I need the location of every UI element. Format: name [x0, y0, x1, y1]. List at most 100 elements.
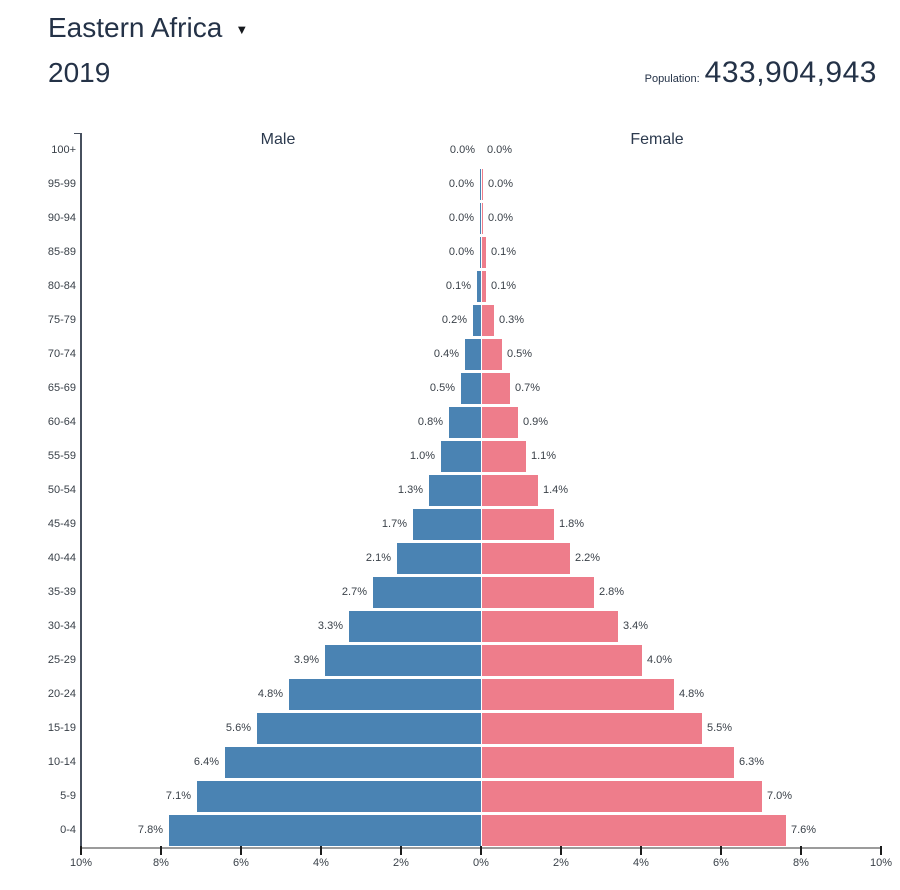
male-bar[interactable]: [428, 475, 481, 506]
age-group-label: 80-84: [47, 280, 76, 292]
female-value-label: 3.4%: [623, 620, 649, 632]
male-value-label: 0.0%: [448, 178, 474, 190]
female-value-label: 0.0%: [487, 144, 513, 156]
female-bar[interactable]: [481, 577, 594, 608]
female-value-label: 0.0%: [488, 212, 514, 224]
x-axis-tick-label: 2%: [393, 857, 409, 869]
female-bar[interactable]: [481, 169, 483, 200]
x-axis-tick: [880, 845, 882, 855]
male-value-label: 0.0%: [448, 246, 474, 258]
male-bar[interactable]: [288, 679, 481, 710]
female-bar[interactable]: [481, 339, 502, 370]
x-axis-tick: [480, 845, 482, 855]
male-value-label: 0.8%: [417, 416, 443, 428]
age-group-label: 35-39: [47, 586, 76, 598]
female-bar[interactable]: [481, 237, 486, 268]
x-axis-tick-label: 4%: [313, 857, 329, 869]
x-axis-tick-label: 6%: [713, 857, 729, 869]
male-bar[interactable]: [224, 747, 481, 778]
male-value-label: 0.2%: [441, 314, 467, 326]
x-axis-tick: [80, 845, 82, 855]
age-group-label: 100+: [51, 144, 76, 156]
x-axis-tick-label: 0%: [473, 857, 489, 869]
female-bar[interactable]: [481, 407, 518, 438]
female-bar[interactable]: [481, 781, 762, 812]
male-bar[interactable]: [448, 407, 481, 438]
male-bar[interactable]: [372, 577, 481, 608]
male-value-label: 1.0%: [409, 450, 435, 462]
female-bar[interactable]: [481, 475, 538, 506]
age-group-label: 5-9: [60, 790, 76, 802]
male-column-label: Male: [260, 131, 296, 148]
male-bar[interactable]: [479, 169, 481, 200]
male-value-label: 4.8%: [257, 688, 283, 700]
x-axis-tick: [720, 845, 722, 855]
male-bar[interactable]: [412, 509, 481, 540]
female-bar[interactable]: [481, 645, 642, 676]
female-value-label: 0.9%: [523, 416, 549, 428]
female-bar[interactable]: [481, 543, 570, 574]
age-group-label: 65-69: [47, 382, 76, 394]
female-bar[interactable]: [481, 441, 526, 472]
male-bar[interactable]: [460, 373, 481, 404]
female-bar[interactable]: [481, 203, 483, 234]
x-axis-tick-label: 8%: [153, 857, 169, 869]
female-value-label: 6.3%: [739, 756, 765, 768]
year-label: 2019: [48, 57, 111, 88]
male-value-label: 6.4%: [193, 756, 219, 768]
female-bar[interactable]: [481, 305, 494, 336]
male-bar[interactable]: [348, 611, 481, 642]
x-axis-tick: [560, 845, 562, 855]
chart-header: Eastern Africa ▼ 2019: [48, 8, 248, 90]
x-axis-tick: [320, 845, 322, 855]
male-value-label: 0.0%: [448, 212, 474, 224]
x-axis-tick: [640, 845, 642, 855]
male-bar[interactable]: [396, 543, 481, 574]
female-value-label: 1.8%: [559, 518, 585, 530]
male-bar[interactable]: [464, 339, 481, 370]
female-value-label: 1.4%: [543, 484, 569, 496]
female-value-label: 4.0%: [647, 654, 673, 666]
female-bar[interactable]: [481, 373, 510, 404]
population-value: 433,904,943: [704, 56, 877, 89]
male-bar[interactable]: [196, 781, 481, 812]
male-bar[interactable]: [479, 203, 481, 234]
region-selector[interactable]: Eastern Africa ▼: [48, 8, 248, 48]
female-bar[interactable]: [481, 679, 674, 710]
male-bar[interactable]: [440, 441, 481, 472]
female-value-label: 2.2%: [575, 552, 601, 564]
male-bar[interactable]: [256, 713, 481, 744]
y-axis-top-tick: [74, 132, 81, 134]
x-axis-tick: [800, 845, 802, 855]
female-value-label: 0.1%: [491, 246, 517, 258]
male-bar[interactable]: [168, 815, 481, 846]
female-bar[interactable]: [481, 509, 554, 540]
female-bar[interactable]: [481, 611, 618, 642]
age-group-label: 45-49: [47, 518, 76, 530]
male-value-label: 0.5%: [429, 382, 455, 394]
female-value-label: 0.7%: [515, 382, 541, 394]
male-value-label: 7.1%: [165, 790, 191, 802]
region-title: Eastern Africa: [48, 12, 223, 43]
x-axis-tick: [160, 845, 162, 855]
x-axis-tick-label: 10%: [69, 857, 93, 869]
female-bar[interactable]: [481, 271, 486, 302]
male-bar[interactable]: [476, 271, 481, 302]
x-axis-tick: [240, 845, 242, 855]
male-value-label: 1.3%: [397, 484, 423, 496]
age-group-label: 20-24: [47, 688, 76, 700]
male-bar[interactable]: [324, 645, 481, 676]
female-value-label: 2.8%: [599, 586, 625, 598]
age-group-label: 60-64: [47, 416, 76, 428]
female-bar[interactable]: [481, 815, 786, 846]
female-bar[interactable]: [481, 747, 734, 778]
age-group-label: 30-34: [47, 620, 76, 632]
female-bar[interactable]: [481, 713, 702, 744]
male-bar[interactable]: [479, 237, 481, 268]
age-group-label: 15-19: [47, 722, 76, 734]
male-bar[interactable]: [472, 305, 481, 336]
male-value-label: 7.8%: [137, 824, 163, 836]
age-group-label: 95-99: [47, 178, 76, 190]
population-label: Population:: [644, 73, 700, 85]
y-axis-line: [80, 133, 82, 848]
